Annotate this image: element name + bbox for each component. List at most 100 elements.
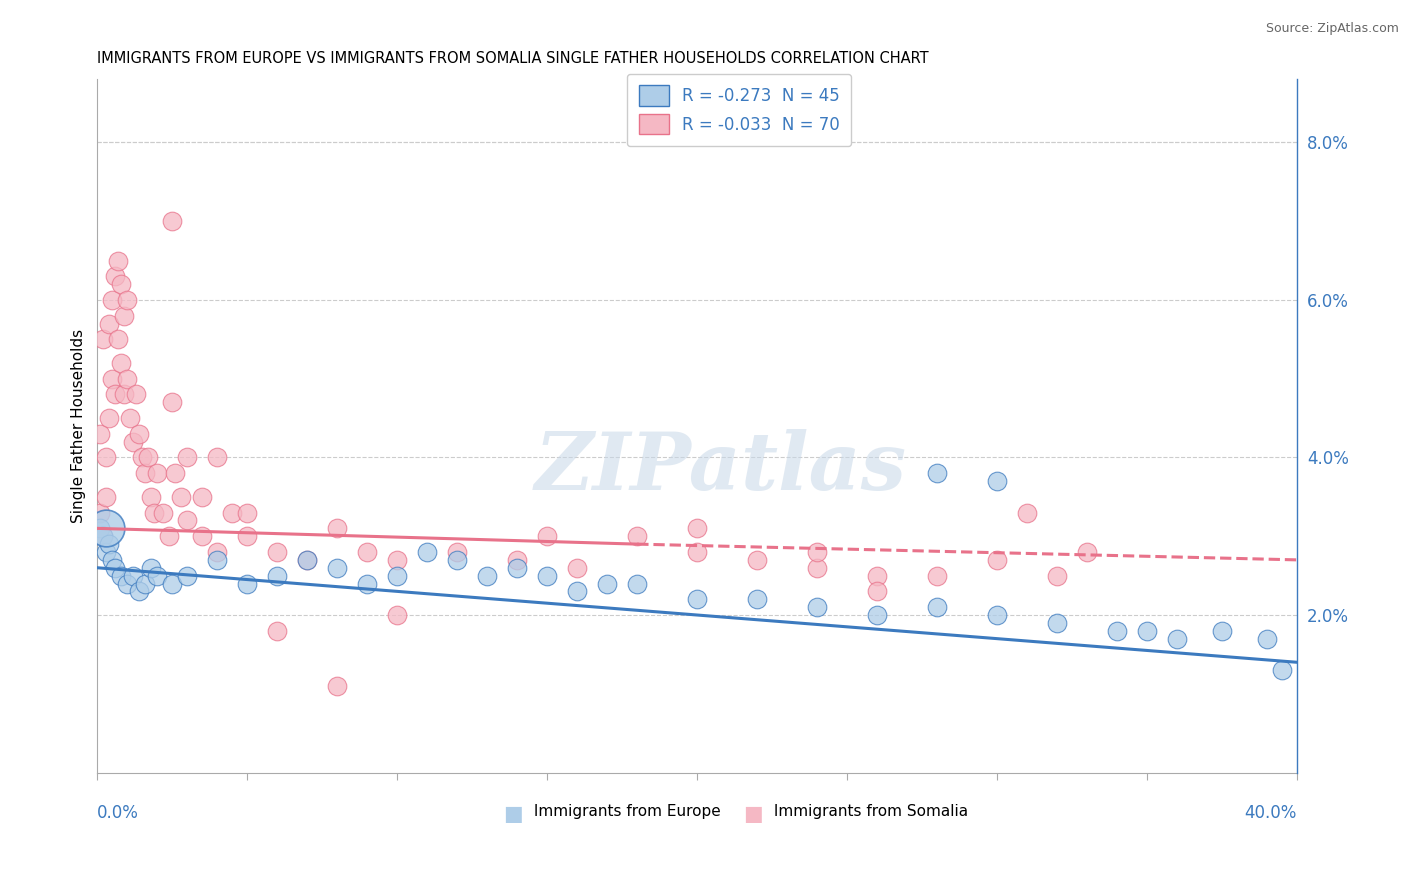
Point: [266, 545, 288, 559]
Point: [446, 553, 468, 567]
Point: [806, 600, 828, 615]
Point: [387, 553, 409, 567]
Point: [117, 372, 139, 386]
Point: [176, 568, 198, 582]
Point: [98, 411, 121, 425]
Point: [866, 568, 889, 582]
Point: [1076, 545, 1098, 559]
Point: [506, 560, 529, 574]
Point: [326, 679, 349, 693]
Text: 0.0%: 0.0%: [97, 804, 139, 822]
Point: [134, 467, 156, 481]
Point: [236, 529, 259, 543]
Point: [1017, 506, 1039, 520]
Point: [356, 545, 378, 559]
Point: [536, 529, 558, 543]
Point: [416, 545, 439, 559]
Point: [146, 467, 169, 481]
Point: [89, 506, 111, 520]
Point: [536, 568, 558, 582]
Point: [117, 293, 139, 307]
Point: [101, 372, 124, 386]
Point: [387, 568, 409, 582]
Point: [191, 490, 214, 504]
Point: [1046, 615, 1069, 630]
Point: [96, 521, 118, 535]
Point: [122, 434, 145, 449]
Point: [236, 576, 259, 591]
Point: [266, 568, 288, 582]
Point: [686, 545, 709, 559]
Point: [986, 553, 1008, 567]
Text: 40.0%: 40.0%: [1244, 804, 1298, 822]
Point: [927, 467, 949, 481]
Point: [96, 450, 118, 465]
Point: [107, 332, 129, 346]
Text: ■: ■: [503, 804, 523, 824]
Point: [986, 607, 1008, 622]
Point: [141, 490, 163, 504]
Point: [1107, 624, 1129, 638]
Point: [1211, 624, 1233, 638]
Point: [1166, 632, 1188, 646]
Point: [101, 553, 124, 567]
Point: [866, 607, 889, 622]
Point: [98, 537, 121, 551]
Point: [112, 387, 135, 401]
Point: [122, 568, 145, 582]
Point: [93, 332, 115, 346]
Point: [986, 474, 1008, 488]
Point: [143, 506, 166, 520]
Point: [104, 269, 127, 284]
Point: [89, 426, 111, 441]
Point: [89, 521, 111, 535]
Point: [297, 553, 319, 567]
Point: [207, 545, 229, 559]
Point: [104, 560, 127, 574]
Point: [866, 584, 889, 599]
Point: [120, 411, 142, 425]
Point: [297, 553, 319, 567]
Legend: R = -0.273  N = 45, R = -0.033  N = 70: R = -0.273 N = 45, R = -0.033 N = 70: [627, 74, 852, 146]
Point: [506, 553, 529, 567]
Text: ■: ■: [744, 804, 763, 824]
Point: [176, 450, 198, 465]
Point: [236, 506, 259, 520]
Point: [138, 450, 160, 465]
Point: [1271, 663, 1294, 677]
Point: [93, 529, 115, 543]
Text: Source: ZipAtlas.com: Source: ZipAtlas.com: [1265, 22, 1399, 36]
Point: [128, 426, 150, 441]
Point: [125, 387, 148, 401]
Point: [104, 387, 127, 401]
Point: [326, 521, 349, 535]
Point: [356, 576, 378, 591]
Point: [98, 317, 121, 331]
Point: [96, 490, 118, 504]
Point: [157, 529, 180, 543]
Point: [207, 553, 229, 567]
Point: [117, 576, 139, 591]
Point: [1136, 624, 1159, 638]
Point: [101, 293, 124, 307]
Point: [107, 253, 129, 268]
Point: [686, 592, 709, 607]
Point: [152, 506, 174, 520]
Point: [626, 576, 648, 591]
Y-axis label: Single Father Households: Single Father Households: [72, 329, 86, 523]
Point: [96, 545, 118, 559]
Point: [146, 568, 169, 582]
Point: [626, 529, 648, 543]
Point: [927, 600, 949, 615]
Point: [686, 521, 709, 535]
Point: [1046, 568, 1069, 582]
Point: [134, 576, 156, 591]
Point: [221, 506, 243, 520]
Point: [141, 560, 163, 574]
Point: [326, 560, 349, 574]
Point: [567, 560, 589, 574]
Point: [207, 450, 229, 465]
Point: [131, 450, 153, 465]
Point: [170, 490, 193, 504]
Point: [927, 568, 949, 582]
